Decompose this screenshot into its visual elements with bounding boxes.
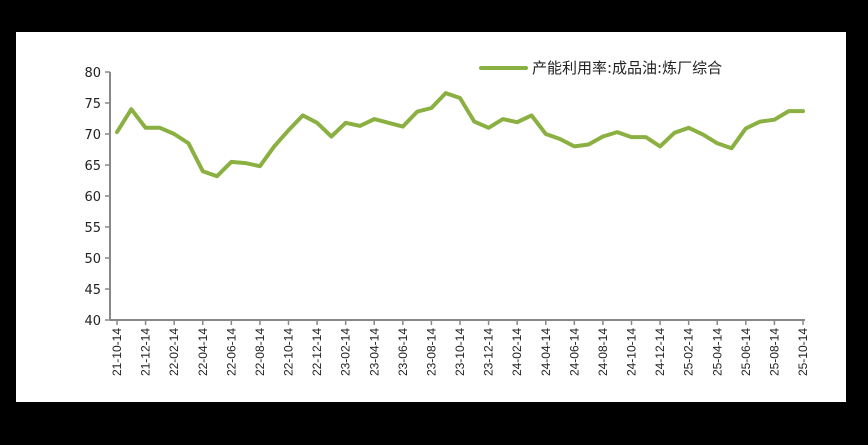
x-tick-label: 23-10-14 [453,328,467,376]
y-tick-label: 60 [84,190,101,205]
x-tick-label: 22-12-14 [310,328,324,376]
y-tick-label: 80 [84,66,101,81]
x-tick-label: 21-10-14 [110,328,124,376]
x-tick-label: 22-08-14 [253,328,267,376]
x-tick-label: 22-06-14 [224,328,238,376]
y-tick-label: 45 [84,283,101,298]
x-tick-label: 25-08-14 [767,328,781,376]
line-chart: 40 45 50 55 60 65 70 75 80 21-10-14 21-12-14 22-02… [84,59,810,376]
legend: 产能利用率:成品油:炼厂综合 [479,59,722,77]
x-tick-label: 23-12-14 [482,328,496,376]
y-tick-label: 55 [84,221,101,236]
x-tick-label: 22-02-14 [167,328,181,376]
series-line [115,91,805,179]
x-tick-label: 25-04-14 [710,328,724,376]
x-tick-label: 24-02-14 [510,328,524,376]
x-tick-label: 25-10-14 [796,328,810,376]
x-tick-label: 24-08-14 [596,328,610,376]
x-tick-label: 23-06-14 [396,328,410,376]
x-axis: 21-10-14 21-12-14 22-02-14 22-04-14 22-06-14… [110,319,810,376]
x-tick-label: 21-12-14 [139,328,153,376]
x-tick-label: 22-04-14 [196,328,210,376]
y-tick-label: 70 [84,128,101,143]
y-axis: 40 45 50 55 60 65 70 75 80 [84,66,111,329]
x-tick-label: 22-10-14 [282,328,296,376]
x-tick-label: 24-12-14 [653,328,667,376]
x-tick-label: 23-02-14 [339,328,353,376]
y-tick-label: 65 [84,159,101,174]
x-tick-label: 25-06-14 [739,328,753,376]
x-tick-label: 25-02-14 [682,328,696,376]
y-tick-label: 50 [84,252,101,267]
x-tick-label: 24-04-14 [539,328,553,376]
x-tick-label: 23-08-14 [424,328,438,376]
y-tick-label: 75 [84,97,101,112]
x-tick-label: 24-10-14 [625,328,639,376]
chart-panel: 40 45 50 55 60 65 70 75 80 21-10-14 21-12-14 22-02… [16,32,846,402]
y-tick-label: 40 [84,314,101,329]
x-tick-label: 24-06-14 [567,328,581,376]
x-tick-label: 23-04-14 [367,328,381,376]
legend-label: 产能利用率:成品油:炼厂综合 [532,59,722,77]
